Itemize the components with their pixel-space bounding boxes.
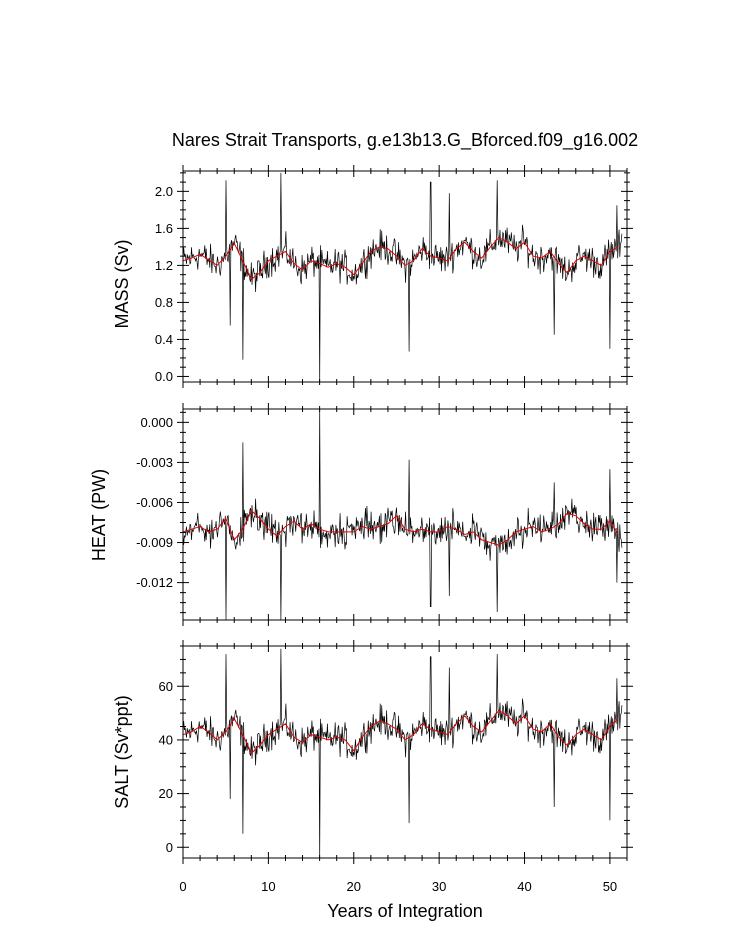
- heat-y-tick-label: 0.000: [140, 415, 173, 430]
- salt-plot-area: 0 20 40 60: [159, 640, 633, 864]
- heat-monthly-series-line: [183, 409, 623, 620]
- mass-plot-area: 0.0 0.4 0.8 1.2 1.6 2.0: [155, 165, 633, 388]
- salt-monthly-series-line: [183, 648, 623, 858]
- heat-y-tick-label: -0.003: [136, 455, 173, 470]
- mass-y-tick-label: 2.0: [155, 184, 173, 199]
- salt-y-tick-label: 20: [159, 786, 173, 801]
- x-tick-label: 0: [179, 879, 186, 894]
- salt-running-mean-line: [183, 709, 619, 755]
- mass-y-tick-label: 1.2: [155, 258, 173, 273]
- x-axis-tick-labels: 0 10 20 30 40 50: [179, 879, 617, 894]
- mass-y-tick-label: 1.6: [155, 221, 173, 236]
- mass-y-tick-label: 0.4: [155, 332, 173, 347]
- heat-running-mean-line: [183, 509, 619, 546]
- salt-panel: 0 20 40 60 SALT (Sv*ppt): [112, 640, 633, 864]
- salt-y-tick-label: 60: [159, 679, 173, 694]
- heat-y-tick-label: -0.009: [136, 535, 173, 550]
- mass-y-axis-label: MASS (Sv): [112, 239, 132, 328]
- x-tick-label: 30: [432, 879, 446, 894]
- heat-y-axis-label: HEAT (PW): [89, 469, 109, 561]
- salt-y-tick-label: 40: [159, 732, 173, 747]
- mass-panel: 0.0 0.4 0.8 1.2 1.6 2.0 MASS (Sv): [112, 165, 633, 388]
- heat-y-tick-label: -0.006: [136, 495, 173, 510]
- x-tick-label: 50: [603, 879, 617, 894]
- mass-monthly-series-line: [183, 172, 623, 382]
- x-tick-label: 20: [347, 879, 361, 894]
- x-tick-label: 10: [261, 879, 275, 894]
- chart-title: Nares Strait Transports, g.e13b13.G_Bfor…: [172, 130, 638, 151]
- x-tick-label: 40: [517, 879, 531, 894]
- salt-y-tick-label: 0: [166, 840, 173, 855]
- heat-panel: 0.000 -0.003 -0.006 -0.009 -0.012 HEAT (PW): [89, 403, 633, 626]
- heat-y-tick-label: -0.012: [136, 575, 173, 590]
- heat-plot-area: 0.000 -0.003 -0.006 -0.009 -0.012: [136, 403, 633, 626]
- mass-y-tick-label: 0.8: [155, 295, 173, 310]
- mass-running-mean-line: [183, 236, 619, 281]
- x-axis-label: Years of Integration: [327, 901, 482, 921]
- mass-y-tick-label: 0.0: [155, 369, 173, 384]
- salt-y-axis-label: SALT (Sv*ppt): [112, 695, 132, 808]
